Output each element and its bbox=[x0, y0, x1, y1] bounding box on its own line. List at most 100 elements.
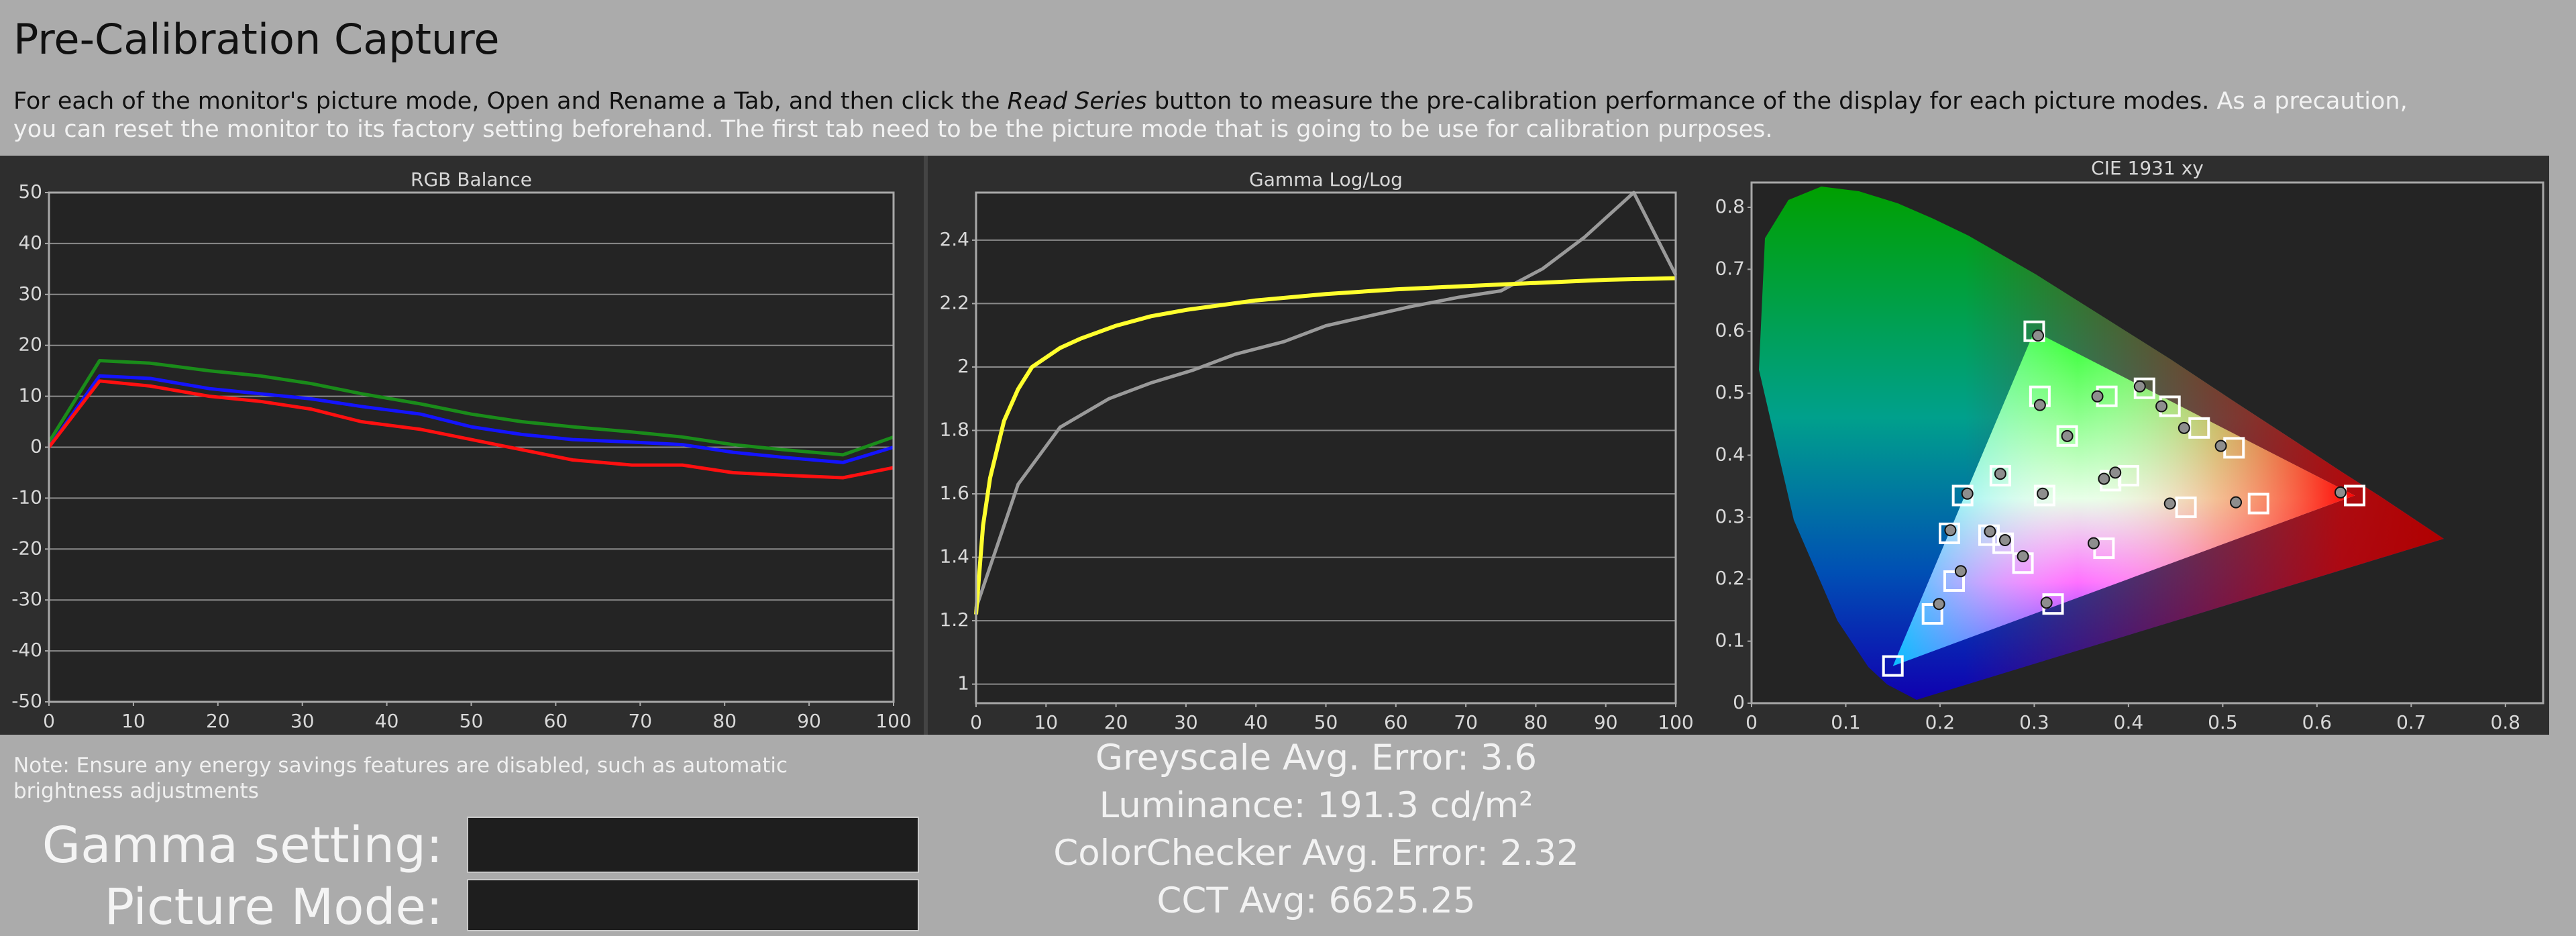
measured-point bbox=[2017, 550, 2029, 563]
x-tick-label: 0.5 bbox=[2208, 711, 2238, 733]
y-tick-label: 2.2 bbox=[939, 291, 969, 313]
measured-point bbox=[1944, 524, 1957, 537]
x-tick-label: 0.4 bbox=[2114, 711, 2144, 733]
gamut-triangle-overlay bbox=[1892, 331, 2355, 666]
form-label: Gamma setting: bbox=[42, 817, 443, 874]
chart-title: RGB Balance bbox=[411, 168, 532, 191]
x-tick-label: 40 bbox=[1244, 711, 1268, 733]
x-tick-label: 0.8 bbox=[2491, 711, 2521, 733]
target-point bbox=[2175, 497, 2197, 519]
x-tick-label: 0.2 bbox=[1925, 711, 1955, 733]
text-input[interactable] bbox=[467, 879, 919, 931]
measured-point bbox=[1994, 468, 2006, 480]
x-tick-label: 0 bbox=[43, 710, 55, 732]
y-tick-label: -30 bbox=[11, 588, 42, 610]
measured-point bbox=[2155, 400, 2168, 413]
measured-point bbox=[1998, 534, 2011, 547]
x-tick-label: 30 bbox=[1174, 711, 1198, 733]
x-tick-label: 20 bbox=[206, 710, 230, 732]
target-point bbox=[1989, 464, 2011, 486]
y-tick-label: 0.5 bbox=[1715, 381, 1745, 403]
y-tick-label: -50 bbox=[11, 690, 42, 712]
x-tick-label: 90 bbox=[797, 710, 821, 732]
x-tick-label: 60 bbox=[544, 710, 568, 732]
y-tick-label: 1 bbox=[957, 672, 969, 694]
stat: CCT Avg: 6625.25 bbox=[1157, 880, 1476, 921]
measured-point bbox=[2178, 421, 2190, 434]
y-tick-label: 0 bbox=[1733, 691, 1745, 713]
y-tick-label: -20 bbox=[11, 537, 42, 559]
y-tick-label: 0.7 bbox=[1715, 257, 1745, 279]
plot-border bbox=[975, 191, 1677, 705]
y-tick-label: 0.6 bbox=[1715, 319, 1745, 342]
instructions-text: For each of the monitor's picture mode, … bbox=[13, 88, 1008, 115]
stat: Luminance: 191.3 cd/m² bbox=[1099, 785, 1534, 826]
x-tick-label: 80 bbox=[712, 710, 737, 732]
y-tick-label: -10 bbox=[11, 486, 42, 508]
stats: Greyscale Avg. Error: 3.6 Luminance: 191… bbox=[939, 734, 1693, 925]
y-tick-label: 2 bbox=[957, 355, 969, 377]
target-point bbox=[1943, 570, 1966, 592]
y-tick-label: 40 bbox=[18, 231, 42, 254]
measured-point bbox=[2109, 466, 2122, 479]
data-line bbox=[974, 276, 1676, 615]
measured-point bbox=[1984, 525, 1996, 538]
form-label: Picture Mode: bbox=[104, 878, 443, 936]
target-point bbox=[1939, 522, 1960, 544]
y-tick-label: 1.8 bbox=[939, 419, 969, 441]
measured-point bbox=[1933, 598, 1945, 611]
y-tick-label: 0.8 bbox=[1715, 195, 1745, 217]
target-point bbox=[1921, 603, 1943, 625]
target-point bbox=[2056, 425, 2078, 447]
plot-border bbox=[48, 191, 895, 703]
y-tick-label: 1.6 bbox=[939, 482, 969, 504]
instructions-text: button to measure the pre-calibration pe… bbox=[1146, 88, 2217, 115]
x-tick-label: 30 bbox=[290, 710, 315, 732]
y-tick-label: 0.3 bbox=[1715, 505, 1745, 527]
page-title: Pre-Calibration Capture bbox=[13, 15, 500, 64]
measured-point bbox=[1961, 487, 1974, 500]
note: Note: Ensure any energy savings features… bbox=[13, 753, 788, 803]
target-point bbox=[2033, 484, 2055, 507]
y-tick-label: 0.4 bbox=[1715, 443, 1745, 465]
target-point bbox=[1882, 655, 1904, 677]
x-tick-label: 0 bbox=[970, 711, 982, 733]
y-tick-label: 2.4 bbox=[939, 228, 969, 250]
y-tick-label: -40 bbox=[11, 639, 42, 661]
chart-title: Gamma Log/Log bbox=[1249, 168, 1403, 191]
stat: ColorChecker Avg. Error: 2.32 bbox=[1053, 833, 1579, 874]
measured-point bbox=[2091, 390, 2104, 403]
measured-point bbox=[2032, 329, 2045, 342]
target-point bbox=[1992, 532, 2015, 554]
x-tick-label: 20 bbox=[1104, 711, 1128, 733]
y-tick-label: 1.4 bbox=[939, 545, 969, 568]
y-tick-label: 50 bbox=[18, 180, 42, 203]
measured-point bbox=[2163, 497, 2176, 510]
instructions-note: As a precaution, you can reset the monit… bbox=[13, 88, 2408, 143]
text-input[interactable] bbox=[467, 817, 919, 873]
x-tick-label: 50 bbox=[460, 710, 484, 732]
instructions-emphasis: Read Series bbox=[1007, 88, 1147, 115]
measured-point bbox=[2334, 486, 2347, 499]
y-tick-label: 30 bbox=[18, 282, 42, 305]
x-tick-label: 0.6 bbox=[2302, 711, 2332, 733]
measured-point bbox=[2061, 429, 2074, 442]
y-tick-label: 1.2 bbox=[939, 609, 969, 631]
x-tick-label: 80 bbox=[1524, 711, 1548, 733]
x-tick-label: 10 bbox=[1034, 711, 1058, 733]
stat: Greyscale Avg. Error: 3.6 bbox=[1095, 737, 1538, 778]
x-tick-label: 70 bbox=[1454, 711, 1478, 733]
measured-point bbox=[2087, 537, 2100, 550]
instructions: For each of the monitor's picture mode, … bbox=[13, 87, 2428, 144]
target-point bbox=[2023, 320, 2045, 342]
chart-title: CIE 1931 xy bbox=[2091, 157, 2204, 179]
y-tick-label: 10 bbox=[18, 384, 42, 407]
x-tick-label: 0.3 bbox=[2019, 711, 2049, 733]
data-line bbox=[47, 374, 894, 464]
measured-point bbox=[2133, 380, 2146, 393]
measured-point bbox=[2098, 472, 2110, 485]
measured-point bbox=[1954, 565, 1967, 578]
measured-point bbox=[2033, 399, 2046, 411]
